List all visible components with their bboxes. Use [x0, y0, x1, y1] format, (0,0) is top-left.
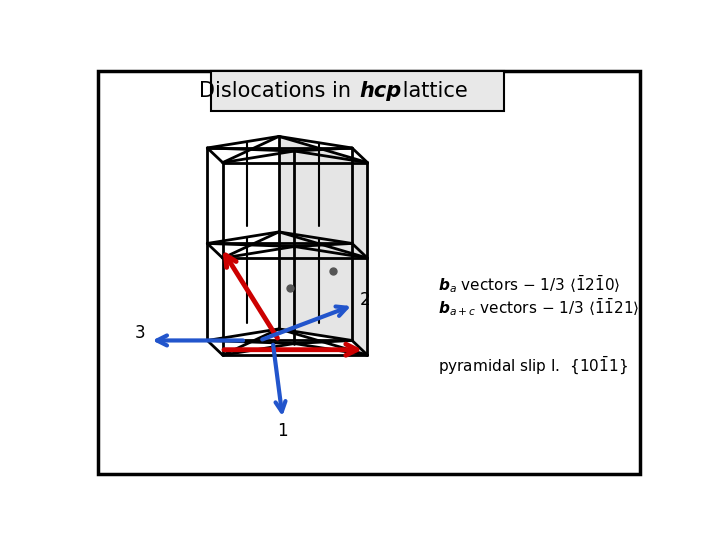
Text: Dislocations in: Dislocations in — [199, 81, 357, 101]
Text: hcp: hcp — [359, 81, 401, 101]
Text: 1: 1 — [277, 422, 288, 440]
Text: $\boldsymbol{b}_a$ vectors $-$ 1/3 $\langle\bar{1}2\bar{1}0\rangle$: $\boldsymbol{b}_a$ vectors $-$ 1/3 $\lan… — [438, 273, 621, 295]
Text: 3: 3 — [134, 324, 145, 342]
Polygon shape — [279, 137, 367, 355]
Text: 2: 2 — [360, 291, 371, 309]
FancyBboxPatch shape — [211, 71, 504, 111]
Text: lattice: lattice — [396, 81, 468, 101]
Text: pyramidal slip I.  $\{10\bar{1}1\}$: pyramidal slip I. $\{10\bar{1}1\}$ — [438, 354, 628, 376]
FancyBboxPatch shape — [98, 71, 640, 475]
Text: $\boldsymbol{b}_{a+c}$ vectors $-$ 1/3 $\langle\bar{1}\bar{1}21\rangle$: $\boldsymbol{b}_{a+c}$ vectors $-$ 1/3 $… — [438, 296, 639, 318]
